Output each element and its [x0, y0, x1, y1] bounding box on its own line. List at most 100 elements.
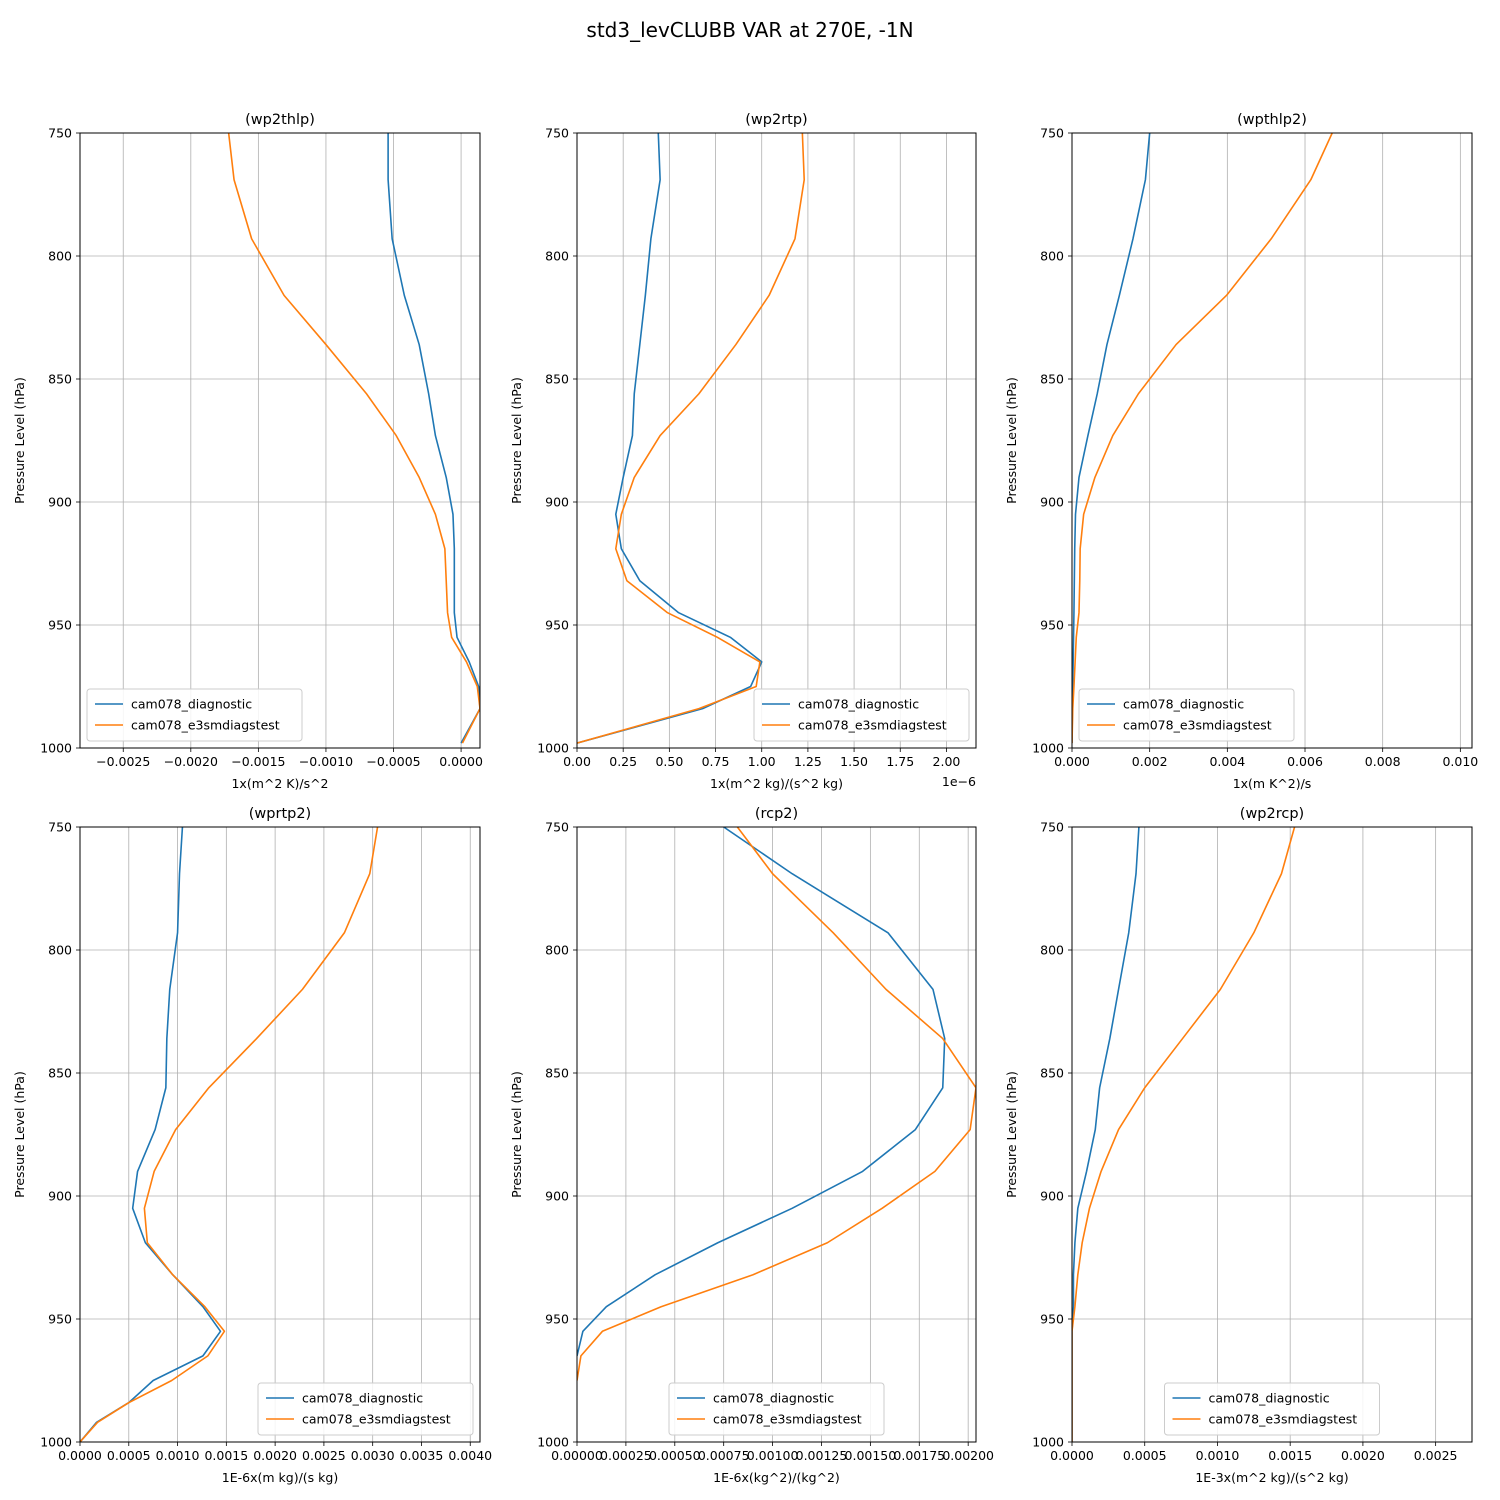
x-tick-label: −0.0020: [164, 754, 218, 769]
axes-frame: [1071, 826, 1473, 1443]
x-tick-label: 0.0040: [448, 1448, 492, 1463]
x-axis-label: 1E-3x(m^2 kg)/(s^2 kg): [1195, 1470, 1348, 1485]
panel-title: (rcp2): [755, 806, 798, 822]
y-tick-label: 800: [48, 249, 72, 264]
y-tick-label: 950: [1040, 1312, 1064, 1327]
series-line-cam078_e3smdiagstest: [1072, 827, 1296, 1442]
x-tick-label: 0.000: [1054, 754, 1090, 769]
legend-label: cam078_diagnostic: [1123, 697, 1244, 712]
x-tick-label: 0.00: [563, 754, 591, 769]
y-tick-label: 1000: [1032, 1435, 1064, 1450]
series-group: [80, 827, 379, 1442]
axes-frame: [79, 132, 481, 749]
y-tick-label: 800: [545, 943, 569, 958]
y-tick-label: 750: [48, 820, 72, 835]
axes-frame: [79, 826, 481, 1443]
legend-frame: [1078, 688, 1295, 742]
y-tick-label: 1000: [40, 741, 72, 756]
legend-label: cam078_diagnostic: [798, 697, 919, 712]
x-tick-label: 0.75: [702, 754, 730, 769]
legend: cam078_diagnostic cam078_e3smdiagstest: [257, 1382, 474, 1436]
x-tick-label: 0.0025: [1414, 1448, 1458, 1463]
y-tick-label: 950: [48, 618, 72, 633]
x-axis-label: 1x(m^2 kg)/(s^2 kg): [710, 776, 843, 791]
panel-4: 0.0000 0.0005 0.0010 0.0015 0.0020 0.0025 0.00…: [12, 806, 492, 1485]
x-tick-label: 0.0025: [302, 1448, 346, 1463]
series-group: [1072, 827, 1296, 1442]
x-tick-label: −0.0015: [231, 754, 285, 769]
figure-title: std3_levCLUBB VAR at 270E, -1N: [586, 18, 913, 42]
y-tick-label: 850: [1040, 372, 1064, 387]
series-line-cam078_diagnostic: [80, 827, 222, 1442]
y-tick-label: 1000: [40, 1435, 72, 1450]
legend-label: cam078_diagnostic: [131, 697, 252, 712]
x-tick-label: −0.0005: [366, 754, 420, 769]
panel-5: 0.000000.000250.000500.000750.001000.001…: [509, 806, 994, 1485]
y-tick-label: 950: [545, 618, 569, 633]
legend-frame: [668, 1382, 885, 1436]
x-tick-label: 0.00150: [845, 1448, 897, 1463]
y-tick-label: 950: [1040, 618, 1064, 633]
x-tick-label: 0.00100: [747, 1448, 799, 1463]
series-group: [577, 133, 806, 744]
y-tick-label: 800: [545, 249, 569, 264]
panel-title: (wp2rcp): [1240, 806, 1304, 822]
legend-label: cam078_diagnostic: [1209, 1391, 1330, 1406]
y-tick-label: 850: [48, 1066, 72, 1081]
legend-label: cam078_e3smdiagstest: [1123, 718, 1272, 733]
x-offset-text: 1e−6: [942, 774, 976, 789]
legend-frame: [257, 1382, 474, 1436]
x-tick-label: 0.002: [1132, 754, 1168, 769]
x-tick-label: 1.50: [840, 754, 868, 769]
series-line-cam078_e3smdiagstest: [577, 133, 806, 744]
y-tick-label: 900: [48, 1189, 72, 1204]
y-tick-label: 750: [1040, 820, 1064, 835]
legend-frame: [1164, 1382, 1380, 1436]
x-tick-label: 0.00000: [551, 1448, 603, 1463]
y-axis-label: Pressure Level (hPa): [509, 377, 524, 504]
panel-3: 0.000 0.002 0.004 0.006 0.008 0.010 750 800 850 9…: [1004, 112, 1478, 791]
x-tick-label: 0.00075: [698, 1448, 750, 1463]
panel-title: (wpthlp2): [1237, 112, 1307, 128]
legend-label: cam078_e3smdiagstest: [302, 1412, 451, 1427]
legend-label: cam078_diagnostic: [302, 1391, 423, 1406]
legend-label: cam078_e3smdiagstest: [1209, 1412, 1358, 1427]
x-tick-label: 0.008: [1365, 754, 1401, 769]
y-axis-label: Pressure Level (hPa): [509, 1071, 524, 1198]
legend-label: cam078_e3smdiagstest: [713, 1412, 862, 1427]
x-tick-label: 0.00200: [942, 1448, 994, 1463]
y-axis-label: Pressure Level (hPa): [12, 1071, 27, 1198]
series-line-cam078_e3smdiagstest: [577, 827, 976, 1381]
legend-label: cam078_e3smdiagstest: [131, 718, 280, 733]
x-tick-label: 1.00: [748, 754, 776, 769]
series-group: [577, 827, 976, 1381]
x-tick-label: 0.00025: [600, 1448, 652, 1463]
legend-frame: [753, 688, 970, 742]
y-tick-label: 1000: [1032, 741, 1064, 756]
y-tick-label: 750: [48, 126, 72, 141]
legend: cam078_diagnostic cam078_e3smdiagstest: [1164, 1382, 1380, 1436]
panel-1: −0.0025 −0.0020 −0.0015 −0.0010 −0.0005 0.000…: [12, 112, 483, 791]
x-tick-label: 0.0015: [1268, 1448, 1312, 1463]
y-tick-label: 850: [1040, 1066, 1064, 1081]
y-tick-label: 900: [1040, 495, 1064, 510]
y-tick-label: 800: [48, 943, 72, 958]
axes-frame: [576, 132, 977, 749]
y-tick-label: 900: [1040, 1189, 1064, 1204]
series-group: [227, 133, 480, 744]
panel-title: (wp2thlp): [245, 112, 315, 128]
series-line-cam078_diagnostic: [387, 133, 480, 744]
x-tick-label: 0.0010: [1196, 1448, 1240, 1463]
x-tick-label: 0.0005: [1123, 1448, 1167, 1463]
legend: cam078_diagnostic cam078_e3smdiagstest: [668, 1382, 885, 1436]
panel-6: 0.0000 0.0005 0.0010 0.0015 0.0020 0.0025 750 8…: [1004, 806, 1473, 1485]
y-tick-label: 850: [545, 1066, 569, 1081]
legend-label: cam078_diagnostic: [713, 1391, 834, 1406]
y-tick-label: 750: [545, 126, 569, 141]
axes-frame: [1071, 132, 1473, 749]
x-tick-label: 1.75: [886, 754, 914, 769]
series-line-cam078_diagnostic: [1072, 133, 1151, 744]
series-group: [1072, 133, 1333, 744]
y-tick-label: 750: [545, 820, 569, 835]
